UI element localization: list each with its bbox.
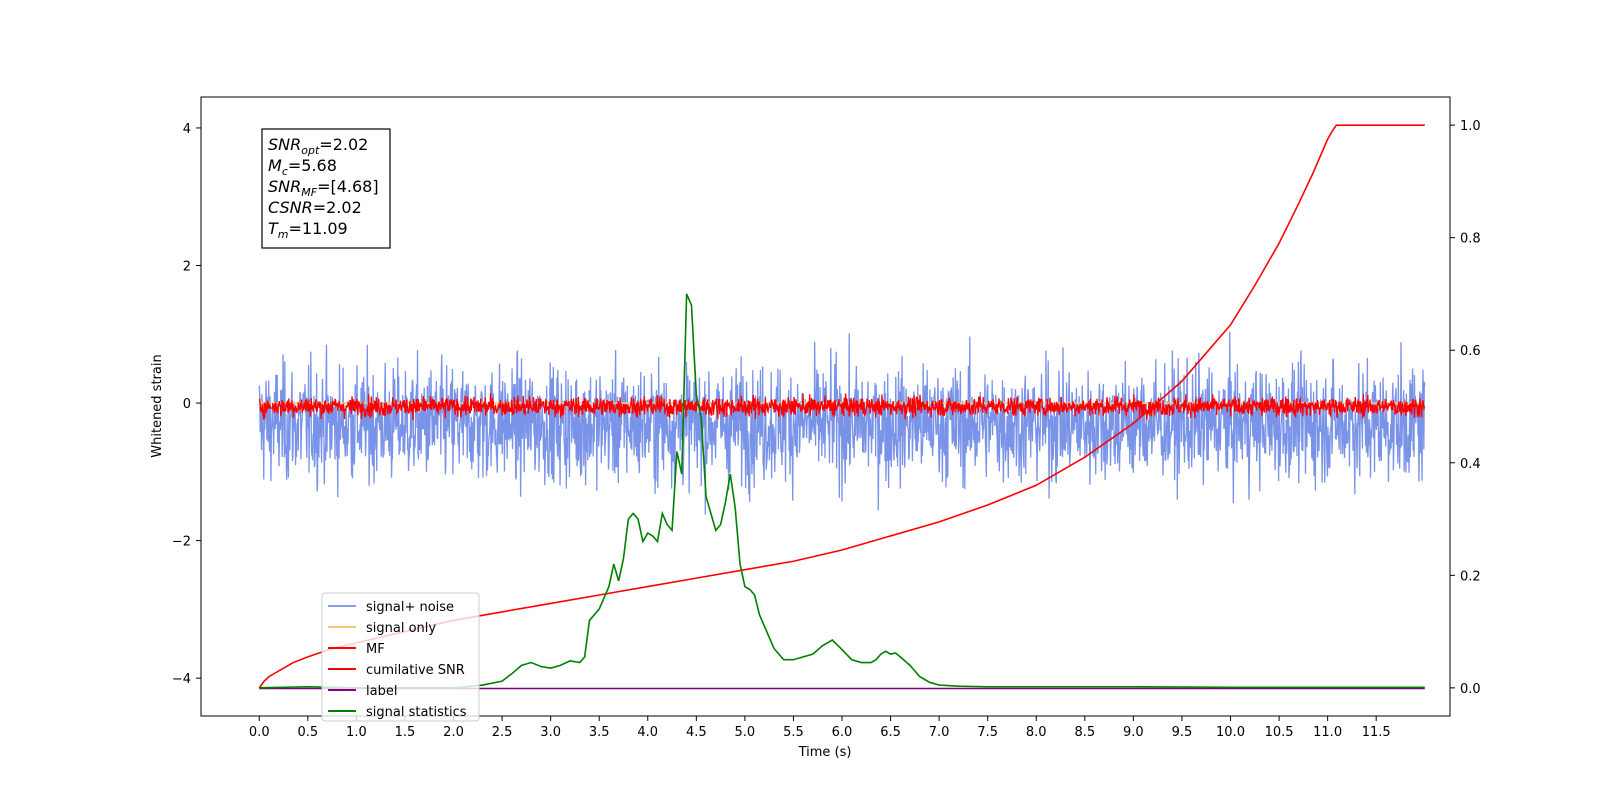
series-line-5 [259, 293, 1425, 689]
y2-tick-label: 0.2 [1460, 569, 1481, 584]
legend-label: signal+ noise [366, 600, 454, 615]
x-tick-label: 9.0 [1123, 725, 1144, 740]
y-axis-label: Whitened strain [150, 354, 165, 457]
x-axis: 0.0 0.5 1.0 1.5 2.0 2.5 3.0 3.5 4.0 4.5 5.0 5.5 6.0 6… [249, 716, 1391, 740]
x-tick-label: 5.0 [735, 725, 756, 740]
plot-frame [200, 96, 1451, 717]
info-line: Mc=5.68 [268, 156, 337, 178]
x-axis-label: Time (s) [798, 745, 852, 760]
y2-tick-label: 0.4 [1460, 457, 1481, 472]
y-tick-label: 0 [183, 397, 191, 412]
x-tick-label: 5.5 [783, 725, 804, 740]
series-line-0 [258, 331, 1426, 515]
y-tick-label: 4 [183, 122, 191, 137]
y2-tick-label: 0.8 [1460, 232, 1481, 247]
x-tick-label: 7.5 [977, 725, 998, 740]
info-line: SNRopt=2.02 [268, 135, 368, 157]
legend-label: cumilative SNR [366, 663, 465, 678]
x-tick-label: 9.5 [1172, 725, 1193, 740]
info-line: Tm=11.09 [268, 219, 348, 241]
y2-tick-label: 1.0 [1460, 119, 1481, 134]
x-tick-label: 3.0 [540, 725, 561, 740]
y2-tick-label: 0.6 [1460, 344, 1481, 359]
x-tick-label: 4.0 [637, 725, 658, 740]
x-tick-label: 10.0 [1216, 725, 1245, 740]
y-tick-label: −4 [172, 672, 191, 687]
x-tick-label: 0.0 [249, 725, 270, 740]
x-tick-label: 8.0 [1026, 725, 1047, 740]
x-tick-label: 11.5 [1362, 725, 1391, 740]
x-tick-label: 6.5 [880, 725, 901, 740]
legend-label: signal statistics [366, 705, 467, 720]
y-axis-right: 0.0 0.2 0.4 0.6 0.8 1.0 [1450, 119, 1481, 697]
x-tick-label: 2.0 [443, 725, 464, 740]
legend: signal+ noise signal only MF cumilative SNR… [321, 592, 480, 722]
x-tick-label: 11.0 [1313, 725, 1342, 740]
y-tick-label: −2 [172, 535, 191, 550]
legend-label: label [366, 684, 397, 699]
x-tick-label: 2.5 [492, 725, 513, 740]
info-line: SNRMF=[4.68] [268, 177, 379, 199]
x-tick-label: 3.5 [589, 725, 610, 740]
x-tick-label: 6.0 [832, 725, 853, 740]
y-tick-label: 2 [183, 260, 191, 275]
x-tick-label: 8.5 [1074, 725, 1095, 740]
legend-label: MF [366, 642, 385, 657]
info-line: CSNR=2.02 [268, 198, 362, 217]
x-tick-label: 1.0 [346, 725, 367, 740]
x-tick-label: 4.5 [686, 725, 707, 740]
series-line-2 [258, 393, 1426, 421]
legend-label: signal only [366, 621, 436, 636]
y-axis-left: −4 −2 0 2 4 [172, 122, 201, 687]
x-tick-label: 10.5 [1265, 725, 1294, 740]
y2-tick-label: 0.0 [1460, 682, 1481, 697]
x-tick-label: 1.5 [395, 725, 416, 740]
x-tick-label: 0.5 [297, 725, 318, 740]
x-tick-label: 7.0 [929, 725, 950, 740]
